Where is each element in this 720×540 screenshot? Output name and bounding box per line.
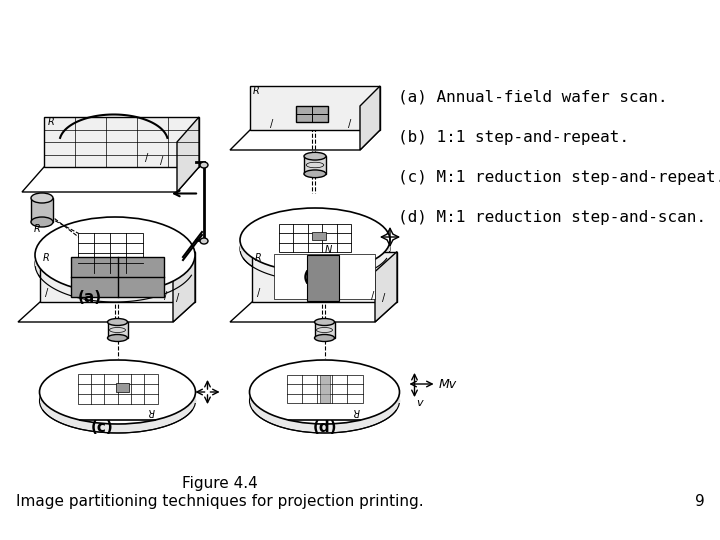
Bar [35, 255, 195, 266]
Polygon shape [44, 117, 199, 167]
Bar [320, 375, 330, 403]
Text: /: / [382, 293, 386, 303]
Bar [240, 240, 390, 251]
Text: /: / [161, 156, 163, 166]
Bar [71, 256, 164, 297]
Text: (a) Annual-field wafer scan.: (a) Annual-field wafer scan. [398, 90, 667, 105]
Text: R: R [48, 117, 55, 127]
Polygon shape [22, 167, 199, 192]
Polygon shape [230, 130, 380, 150]
Text: Mv: Mv [438, 378, 456, 391]
Ellipse shape [31, 193, 53, 203]
Text: (b) 1:1 step-and-repeat.: (b) 1:1 step-and-repeat. [398, 130, 629, 145]
Text: (a): (a) [78, 290, 102, 305]
Bar [274, 254, 375, 300]
Text: (d) M:1 reduction step-and-scan.: (d) M:1 reduction step-and-scan. [398, 210, 706, 225]
Ellipse shape [304, 170, 326, 178]
Ellipse shape [250, 360, 400, 424]
Text: N: N [325, 245, 332, 255]
Bar [31, 198, 53, 222]
Text: (c): (c) [91, 420, 114, 435]
Ellipse shape [35, 226, 195, 302]
Ellipse shape [107, 334, 127, 341]
Text: R: R [255, 253, 262, 262]
Ellipse shape [240, 208, 390, 272]
Polygon shape [173, 252, 195, 322]
Text: 9: 9 [696, 494, 705, 509]
Text: (c) M:1 reduction step-and-repeat.: (c) M:1 reduction step-and-repeat. [398, 170, 720, 185]
Ellipse shape [315, 334, 335, 341]
Ellipse shape [250, 369, 400, 433]
Bar [295, 106, 328, 122]
Text: /: / [164, 291, 167, 301]
Text: /: / [348, 119, 351, 129]
Text: /: / [257, 288, 260, 298]
Ellipse shape [40, 369, 196, 433]
Ellipse shape [107, 319, 127, 326]
Ellipse shape [35, 217, 195, 293]
Polygon shape [40, 252, 195, 302]
Polygon shape [230, 302, 397, 322]
Polygon shape [250, 86, 380, 130]
Polygon shape [375, 252, 397, 322]
Text: /: / [269, 119, 273, 129]
Bar [279, 224, 351, 252]
Text: R: R [253, 86, 260, 96]
Text: R: R [353, 406, 359, 416]
Text: (d): (d) [312, 420, 337, 435]
Ellipse shape [31, 217, 53, 227]
Polygon shape [18, 302, 195, 322]
Bar [78, 374, 158, 404]
Text: R: R [148, 406, 154, 416]
Bar [250, 392, 400, 403]
Text: Figure 4.4: Figure 4.4 [182, 476, 258, 491]
Bar [287, 375, 362, 403]
Bar [304, 156, 326, 174]
Text: R: R [43, 253, 50, 262]
Text: /: / [176, 293, 180, 303]
Bar [78, 233, 143, 273]
Polygon shape [360, 86, 380, 150]
Ellipse shape [200, 238, 208, 244]
Text: /: / [45, 288, 48, 298]
Bar [107, 322, 127, 338]
Text: /: / [371, 291, 374, 301]
Polygon shape [177, 117, 199, 192]
Ellipse shape [304, 152, 326, 160]
Polygon shape [252, 252, 397, 302]
Bar [315, 322, 335, 338]
Bar [312, 232, 326, 240]
Text: Image partitioning techniques for projection printing.: Image partitioning techniques for projec… [16, 494, 424, 509]
Ellipse shape [40, 360, 196, 424]
Text: /: / [145, 153, 148, 163]
Text: (b): (b) [302, 270, 328, 285]
Text: v: v [416, 398, 423, 408]
Ellipse shape [240, 217, 390, 281]
Bar [307, 255, 339, 301]
Text: R: R [34, 224, 41, 234]
Ellipse shape [315, 319, 335, 326]
Bar [116, 382, 129, 392]
Bar [40, 392, 196, 403]
Ellipse shape [200, 162, 208, 168]
